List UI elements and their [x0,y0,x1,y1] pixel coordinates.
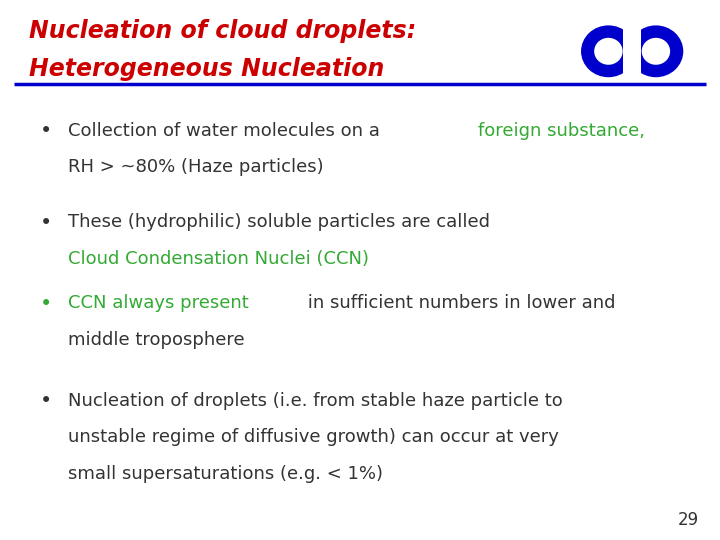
Text: Collection of water molecules on a: Collection of water molecules on a [68,122,386,139]
Text: small supersaturations (e.g. < 1%): small supersaturations (e.g. < 1%) [68,465,383,483]
Text: unstable regime of diffusive growth) can occur at very: unstable regime of diffusive growth) can… [68,428,559,446]
Text: CCN always present: CCN always present [68,294,249,312]
Text: Nucleation of cloud droplets:: Nucleation of cloud droplets: [29,19,416,43]
FancyBboxPatch shape [624,25,641,77]
Text: •: • [40,213,52,233]
Ellipse shape [629,25,683,77]
Text: Heterogeneous Nucleation: Heterogeneous Nucleation [29,57,384,80]
Ellipse shape [642,38,670,65]
Text: 29: 29 [678,511,698,529]
Ellipse shape [594,38,623,65]
Text: These (hydrophilic) soluble particles are called: These (hydrophilic) soluble particles ar… [68,213,490,231]
Text: in sufficient numbers in lower and: in sufficient numbers in lower and [302,294,615,312]
Text: middle troposphere: middle troposphere [68,331,245,349]
Text: RH > ~80% (Haze particles): RH > ~80% (Haze particles) [68,158,324,176]
Text: foreign substance,: foreign substance, [478,122,645,139]
Ellipse shape [581,25,636,77]
Text: Cloud Condensation Nuclei (CCN): Cloud Condensation Nuclei (CCN) [68,250,369,268]
Text: •: • [40,122,52,141]
Text: •: • [40,392,52,411]
Text: Nucleation of droplets (i.e. from stable haze particle to: Nucleation of droplets (i.e. from stable… [68,392,563,409]
Text: •: • [40,294,52,314]
